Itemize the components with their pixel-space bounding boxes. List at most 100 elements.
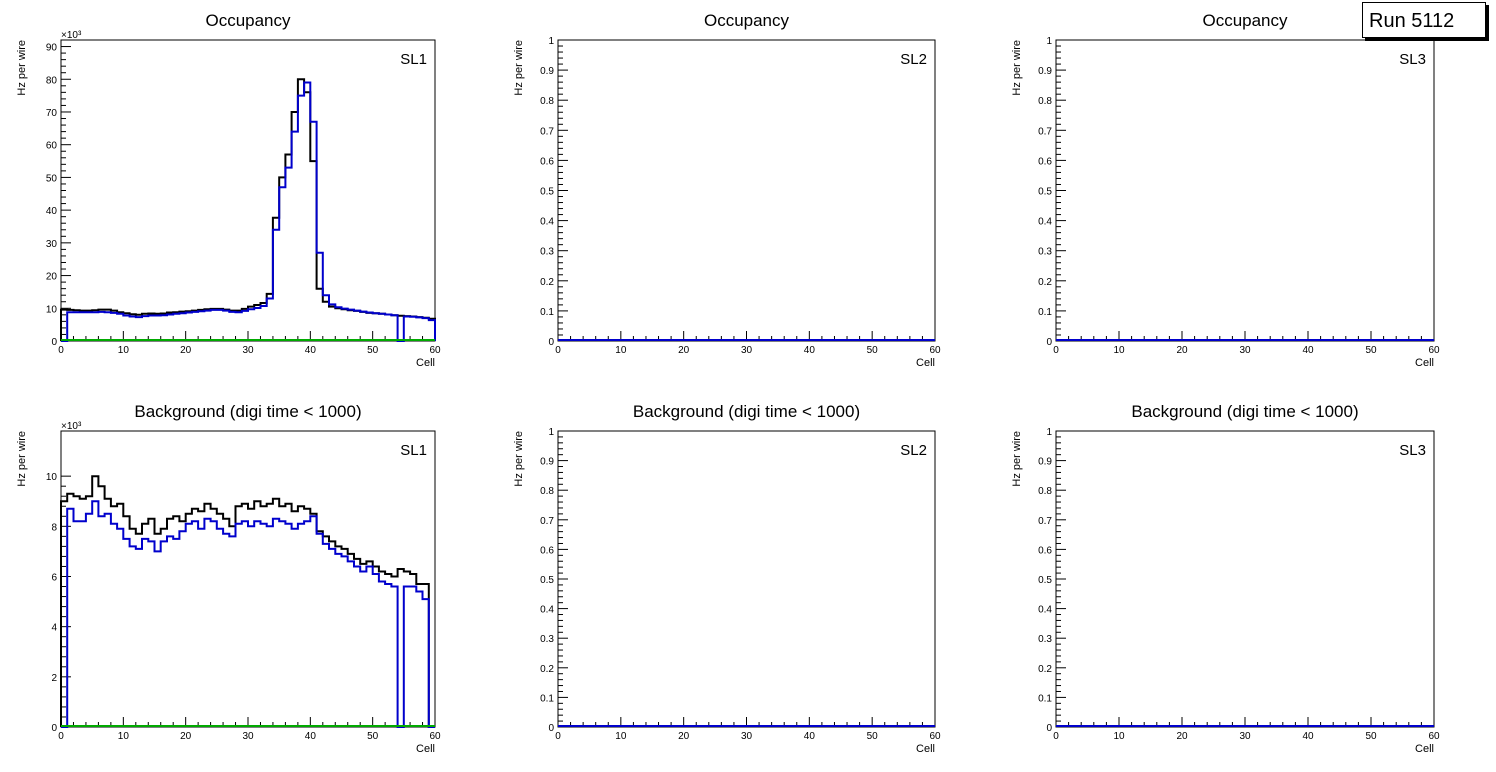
y-tick-label: 0.6 <box>1038 545 1052 556</box>
x-tick-label: 20 <box>1176 731 1188 742</box>
run-label: Run 5112 <box>1362 2 1486 38</box>
y-tick-label: 0.9 <box>540 66 554 77</box>
x-tick-label: 50 <box>367 731 379 742</box>
x-tick-label: 20 <box>1176 345 1188 356</box>
y-tick-label: 4 <box>51 623 57 634</box>
y-tick-label: 0.8 <box>540 486 554 497</box>
y-tick-label: 40 <box>46 206 58 217</box>
chart-title: Background (digi time < 1000) <box>1131 402 1358 421</box>
chart-title: Occupancy <box>1202 11 1288 30</box>
y-axis-label: Hz per wire <box>16 431 28 487</box>
y-tick-label: 0.1 <box>540 693 554 704</box>
plot-frame <box>557 430 936 728</box>
y-tick-label: 0.9 <box>540 457 554 468</box>
y-tick-label: 70 <box>46 108 58 119</box>
y-tick-label: 0 <box>1046 337 1052 348</box>
y-tick-label: 90 <box>46 43 58 54</box>
x-tick-label: 40 <box>1302 731 1314 742</box>
x-tick-label: 60 <box>929 345 941 356</box>
y-tick-label: 10 <box>46 472 58 483</box>
y-tick-label: 0 <box>51 723 57 734</box>
x-tick-label: 40 <box>1302 345 1314 356</box>
y-tick-label: 0.9 <box>1038 457 1052 468</box>
y-tick-label: 60 <box>46 141 58 152</box>
y-tick-label: 0.2 <box>1038 277 1052 288</box>
x-tick-label: 20 <box>678 731 690 742</box>
y-tick-label: 0.6 <box>540 545 554 556</box>
y-axis-label: Hz per wire <box>1011 40 1023 96</box>
x-axis-label: Cell <box>416 357 435 369</box>
y-tick-label: 0 <box>1046 723 1052 734</box>
x-tick-label: 60 <box>429 731 441 742</box>
x-tick-label: 30 <box>741 731 753 742</box>
y-tick-label: 0.4 <box>1038 217 1052 228</box>
plot-frame <box>1055 39 1435 342</box>
y-tick-label: 0.1 <box>540 307 554 318</box>
y-tick-label: 1 <box>548 427 554 438</box>
x-tick-label: 20 <box>678 345 690 356</box>
y-exponent-label: ×10³ <box>61 421 82 432</box>
y-tick-label: 0.2 <box>540 277 554 288</box>
y-tick-label: 0.3 <box>540 634 554 645</box>
x-tick-label: 60 <box>929 731 941 742</box>
y-tick-label: 0.6 <box>540 156 554 167</box>
x-tick-label: 0 <box>1053 731 1059 742</box>
y-tick-label: 0 <box>548 723 554 734</box>
x-tick-label: 60 <box>429 345 441 356</box>
chart-title: Background (digi time < 1000) <box>134 402 361 421</box>
y-tick-label: 0.7 <box>1038 126 1052 137</box>
x-tick-label: 10 <box>118 345 130 356</box>
x-tick-label: 10 <box>118 731 130 742</box>
x-tick-label: 0 <box>555 345 561 356</box>
y-tick-label: 0.2 <box>540 664 554 675</box>
x-tick-label: 50 <box>867 731 879 742</box>
y-tick-label: 1 <box>1046 36 1052 47</box>
y-tick-label: 0.6 <box>1038 156 1052 167</box>
y-tick-label: 0.7 <box>540 516 554 527</box>
panel-label: SL2 <box>900 442 927 459</box>
x-tick-label: 0 <box>58 731 64 742</box>
x-tick-label: 50 <box>1365 345 1377 356</box>
x-tick-label: 10 <box>1113 731 1125 742</box>
y-tick-label: 0.4 <box>540 217 554 228</box>
x-tick-label: 0 <box>1053 345 1059 356</box>
y-exponent-label: ×10³ <box>61 30 82 41</box>
y-axis-label: Hz per wire <box>513 431 525 487</box>
y-tick-label: 0.9 <box>1038 66 1052 77</box>
y-tick-label: 0.3 <box>1038 247 1052 258</box>
y-tick-label: 0.3 <box>1038 634 1052 645</box>
series-selected <box>61 500 435 728</box>
y-tick-label: 80 <box>46 75 58 86</box>
y-tick-label: 1 <box>548 36 554 47</box>
x-axis-label: Cell <box>1415 357 1434 369</box>
plot-frame <box>1055 430 1435 728</box>
x-tick-label: 50 <box>367 345 379 356</box>
y-tick-label: 0.7 <box>540 126 554 137</box>
x-tick-label: 60 <box>1428 731 1440 742</box>
y-axis-label: Hz per wire <box>16 40 28 96</box>
y-tick-label: 0.4 <box>1038 605 1052 616</box>
x-tick-label: 20 <box>180 731 192 742</box>
panel-label: SL3 <box>1399 442 1426 459</box>
series-selected <box>61 81 436 342</box>
x-tick-label: 40 <box>305 345 317 356</box>
chart-title: Occupancy <box>704 11 790 30</box>
y-tick-label: 0.2 <box>1038 664 1052 675</box>
x-tick-label: 40 <box>804 731 816 742</box>
x-tick-label: 20 <box>180 345 192 356</box>
series-total <box>60 475 435 728</box>
x-tick-label: 10 <box>1113 345 1125 356</box>
y-tick-label: 8 <box>51 522 57 533</box>
x-tick-label: 50 <box>1365 731 1377 742</box>
x-tick-label: 10 <box>615 345 627 356</box>
y-axis-label: Hz per wire <box>1011 431 1023 487</box>
x-tick-label: 60 <box>1428 345 1440 356</box>
y-tick-label: 0.8 <box>1038 96 1052 107</box>
y-tick-label: 6 <box>51 572 57 583</box>
panel-label: SL2 <box>900 51 927 68</box>
x-tick-label: 10 <box>615 731 627 742</box>
x-tick-label: 30 <box>1239 345 1251 356</box>
y-tick-label: 2 <box>51 673 57 684</box>
y-tick-label: 50 <box>46 173 58 184</box>
